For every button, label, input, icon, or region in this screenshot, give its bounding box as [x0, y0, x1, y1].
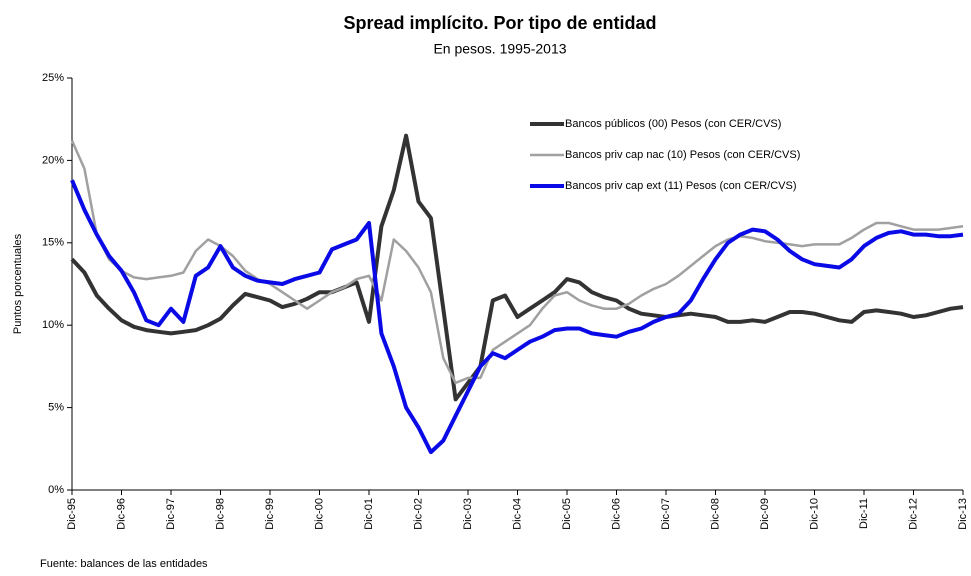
- source-note: Fuente: balances de las entidades: [40, 558, 208, 570]
- legend-label: Bancos priv cap ext (11) Pesos (con CER/…: [565, 180, 797, 192]
- chart-subtitle: En pesos. 1995-2013: [433, 41, 566, 57]
- legend-label: Bancos priv cap nac (10) Pesos (con CER/…: [565, 149, 800, 161]
- x-tick-label: Dic-05: [561, 498, 573, 530]
- x-tick-label: Dic-02: [412, 498, 424, 530]
- x-tick-label: Dic-09: [759, 498, 771, 530]
- x-tick-label: Dic-13: [957, 498, 969, 530]
- y-tick-label: 10%: [42, 319, 64, 331]
- y-tick-label: 15%: [42, 237, 64, 249]
- x-tick-label: Dic-08: [709, 498, 721, 530]
- x-tick-label: Dic-03: [462, 498, 474, 530]
- chart-title: Spread implícito. Por tipo de entidad: [343, 13, 656, 33]
- y-tick-label: 5%: [48, 402, 64, 414]
- x-tick-label: Dic-95: [66, 498, 78, 530]
- y-tick-label: 20%: [42, 154, 64, 166]
- y-axis-label: Puntos porcentuales: [12, 233, 24, 334]
- x-tick-label: Dic-12: [907, 498, 919, 530]
- x-tick-label: Dic-11: [858, 498, 870, 529]
- x-tick-label: Dic-10: [808, 498, 820, 530]
- x-tick-label: Dic-04: [511, 498, 523, 530]
- x-tick-label: Dic-99: [264, 498, 276, 530]
- x-tick-label: Dic-98: [214, 498, 226, 530]
- series-line: [70, 140, 964, 385]
- x-tick-label: Dic-96: [115, 498, 127, 530]
- series-line: [70, 179, 964, 455]
- y-tick-label: 0%: [48, 484, 64, 496]
- x-tick-label: Dic-00: [313, 498, 325, 530]
- series-line: [70, 133, 964, 402]
- legend-label: Bancos públicos (00) Pesos (con CER/CVS): [565, 118, 781, 130]
- x-tick-label: Dic-07: [660, 498, 672, 530]
- x-tick-label: Dic-06: [610, 498, 622, 530]
- x-tick-label: Dic-97: [165, 498, 177, 530]
- y-tick-label: 25%: [42, 72, 64, 84]
- x-tick-label: Dic-01: [363, 498, 375, 530]
